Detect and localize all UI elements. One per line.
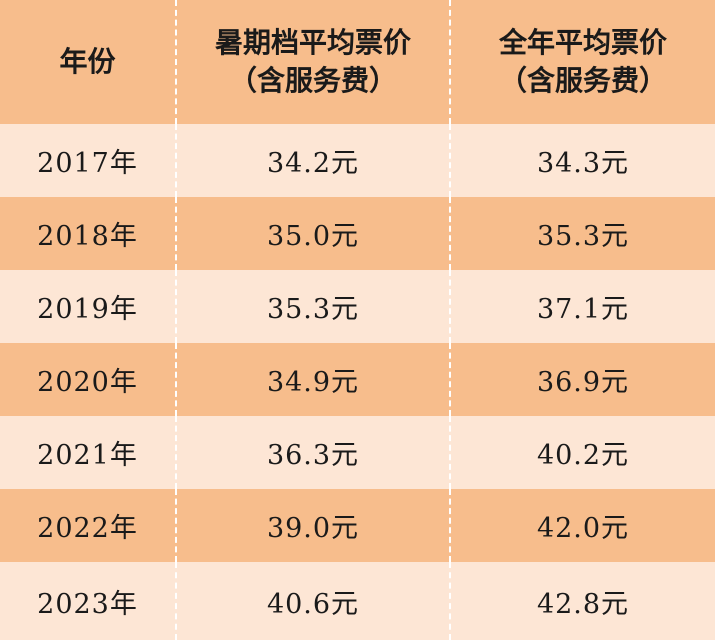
cell-summer-price: 39.0元 (175, 489, 451, 562)
header-summer-price: 暑期档平均票价 （含服务费） (175, 0, 451, 124)
table-row: 2019年 35.3元 37.1元 (0, 270, 715, 343)
cell-year: 2019年 (0, 270, 177, 343)
cell-summer-price: 34.2元 (175, 124, 451, 197)
header-summer-price-line1: 暑期档平均票价 (214, 26, 411, 59)
cell-year: 2020年 (0, 343, 177, 416)
header-annual-price-line1: 全年平均票价 (498, 26, 667, 59)
cell-summer-price: 34.9元 (175, 343, 451, 416)
header-year: 年份 (0, 0, 177, 124)
table-row: 2020年 34.9元 36.9元 (0, 343, 715, 416)
cell-summer-price: 40.6元 (175, 562, 451, 640)
cell-year: 2021年 (0, 416, 177, 489)
table-row: 2022年 39.0元 42.0元 (0, 489, 715, 562)
table-row: 2023年 40.6元 42.8元 (0, 562, 715, 640)
cell-annual-price: 34.3元 (449, 124, 715, 197)
cell-year: 2017年 (0, 124, 177, 197)
header-annual-price: 全年平均票价 （含服务费） (449, 0, 715, 124)
table-row: 2017年 34.2元 34.3元 (0, 124, 715, 197)
table-row: 2021年 36.3元 40.2元 (0, 416, 715, 489)
cell-annual-price: 36.9元 (449, 343, 715, 416)
cell-annual-price: 40.2元 (449, 416, 715, 489)
cell-summer-price: 35.0元 (175, 197, 451, 270)
cell-annual-price: 37.1元 (449, 270, 715, 343)
cell-summer-price: 36.3元 (175, 416, 451, 489)
cell-year: 2022年 (0, 489, 177, 562)
header-year-label: 年份 (59, 45, 116, 78)
cell-annual-price: 42.8元 (449, 562, 715, 640)
header-summer-price-line2: （含服务费） (228, 64, 397, 97)
cell-annual-price: 42.0元 (449, 489, 715, 562)
cell-year: 2023年 (0, 562, 177, 640)
cell-summer-price: 35.3元 (175, 270, 451, 343)
cell-year: 2018年 (0, 197, 177, 270)
table-header-row: 年份 暑期档平均票价 （含服务费） 全年平均票价 （含服务费） (0, 0, 715, 124)
table-row: 2018年 35.0元 35.3元 (0, 197, 715, 270)
cell-annual-price: 35.3元 (449, 197, 715, 270)
header-annual-price-line2: （含服务费） (498, 64, 667, 97)
